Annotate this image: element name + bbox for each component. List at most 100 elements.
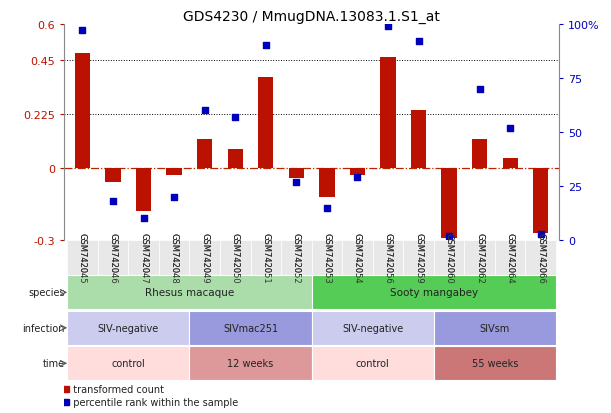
- Text: GSM742045: GSM742045: [78, 233, 87, 283]
- Text: control: control: [111, 358, 145, 368]
- Bar: [228, 150, 243, 169]
- Text: transformed count: transformed count: [67, 384, 164, 394]
- Text: GSM742060: GSM742060: [445, 233, 453, 283]
- Text: GSM742064: GSM742064: [506, 233, 514, 283]
- Text: GSM742054: GSM742054: [353, 233, 362, 283]
- Point: [383, 24, 393, 30]
- Text: control: control: [356, 358, 390, 368]
- Bar: [159, 240, 189, 276]
- Text: infection: infection: [22, 323, 65, 333]
- Title: GDS4230 / MmugDNA.13083.1.S1_at: GDS4230 / MmugDNA.13083.1.S1_at: [183, 10, 440, 24]
- Text: GSM742062: GSM742062: [475, 233, 484, 283]
- Bar: [342, 240, 373, 276]
- Bar: [312, 347, 434, 380]
- Text: GSM742047: GSM742047: [139, 233, 148, 283]
- Point: [230, 114, 240, 121]
- Point: [291, 179, 301, 185]
- Text: GSM742045: GSM742045: [78, 233, 87, 283]
- Text: GSM742049: GSM742049: [200, 233, 209, 283]
- Text: GSM742052: GSM742052: [292, 233, 301, 283]
- Text: GSM742048: GSM742048: [170, 233, 178, 283]
- Text: GSM742053: GSM742053: [323, 233, 331, 283]
- Text: SIVsm: SIVsm: [480, 323, 510, 333]
- Bar: [136, 169, 152, 211]
- Text: GSM742049: GSM742049: [200, 233, 209, 283]
- Point: [108, 198, 118, 205]
- Text: 55 weeks: 55 weeks: [472, 358, 518, 368]
- Bar: [289, 169, 304, 178]
- Bar: [67, 347, 189, 380]
- Bar: [434, 240, 464, 276]
- Bar: [464, 240, 495, 276]
- Bar: [434, 311, 556, 345]
- Bar: [312, 276, 556, 309]
- Bar: [312, 311, 434, 345]
- Point: [353, 175, 362, 181]
- Point: [414, 39, 423, 45]
- Text: GSM742066: GSM742066: [536, 233, 545, 283]
- Bar: [503, 159, 518, 169]
- Text: GSM742059: GSM742059: [414, 233, 423, 283]
- Bar: [525, 240, 556, 276]
- Bar: [128, 240, 159, 276]
- Point: [322, 205, 332, 211]
- Text: SIVmac251: SIVmac251: [223, 323, 278, 333]
- Bar: [67, 276, 312, 309]
- Text: GSM742050: GSM742050: [231, 233, 240, 283]
- Text: GSM742056: GSM742056: [384, 233, 392, 283]
- Text: 12 weeks: 12 weeks: [227, 358, 274, 368]
- Text: GSM742060: GSM742060: [445, 233, 453, 283]
- Point: [139, 216, 148, 222]
- Text: GSM742056: GSM742056: [384, 233, 392, 283]
- Bar: [220, 240, 251, 276]
- Text: GSM742051: GSM742051: [262, 233, 270, 283]
- Point: [261, 43, 271, 50]
- Text: GSM742059: GSM742059: [414, 233, 423, 283]
- Bar: [373, 240, 403, 276]
- Point: [78, 28, 87, 35]
- Point: [444, 233, 454, 240]
- Text: SIV-negative: SIV-negative: [342, 323, 403, 333]
- Text: Sooty mangabey: Sooty mangabey: [390, 287, 478, 298]
- Point: [200, 108, 210, 114]
- Bar: [67, 311, 189, 345]
- Point: [505, 125, 515, 132]
- Text: time: time: [43, 358, 65, 368]
- Bar: [472, 140, 488, 169]
- Bar: [75, 54, 90, 169]
- Text: GSM742050: GSM742050: [231, 233, 240, 283]
- Text: GSM742051: GSM742051: [262, 233, 270, 283]
- Text: GSM742054: GSM742054: [353, 233, 362, 283]
- Bar: [533, 169, 549, 233]
- Bar: [350, 169, 365, 176]
- Bar: [442, 169, 457, 238]
- Bar: [495, 240, 525, 276]
- Text: SIV-negative: SIV-negative: [98, 323, 159, 333]
- Bar: [106, 169, 121, 183]
- Point: [169, 194, 179, 201]
- Bar: [189, 347, 312, 380]
- Text: GSM742046: GSM742046: [109, 233, 117, 283]
- Text: GSM742066: GSM742066: [536, 233, 545, 283]
- Bar: [403, 240, 434, 276]
- Bar: [312, 240, 342, 276]
- Point: [475, 86, 485, 93]
- Text: GSM742062: GSM742062: [475, 233, 484, 283]
- Text: GSM742064: GSM742064: [506, 233, 514, 283]
- Text: species: species: [28, 287, 65, 298]
- Point: [536, 230, 546, 237]
- Bar: [381, 58, 396, 169]
- Text: GSM742048: GSM742048: [170, 233, 178, 283]
- Bar: [258, 78, 274, 169]
- Bar: [320, 169, 335, 197]
- Bar: [281, 240, 312, 276]
- Bar: [189, 311, 312, 345]
- Bar: [411, 111, 426, 169]
- Text: GSM742047: GSM742047: [139, 233, 148, 283]
- Text: percentile rank within the sample: percentile rank within the sample: [67, 397, 238, 407]
- Bar: [197, 140, 213, 169]
- Bar: [67, 240, 98, 276]
- Bar: [98, 240, 128, 276]
- Bar: [251, 240, 281, 276]
- Bar: [189, 240, 220, 276]
